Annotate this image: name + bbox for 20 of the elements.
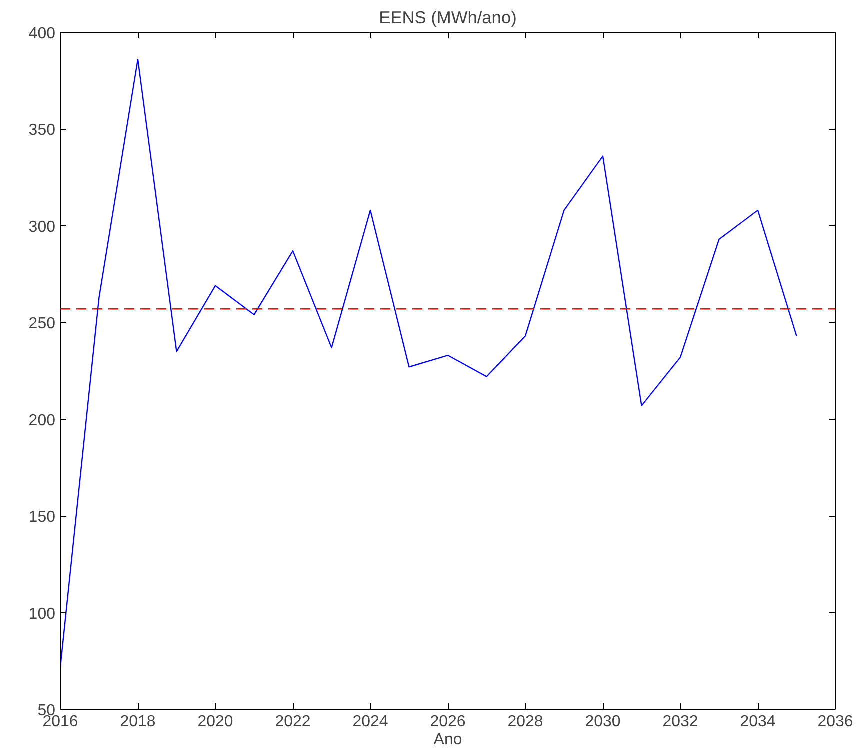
y-tick-label: 250 bbox=[28, 316, 56, 333]
x-tick-label: 2022 bbox=[275, 714, 311, 730]
line-series bbox=[60, 58, 798, 668]
y-tick-label: 150 bbox=[28, 509, 56, 526]
chart-title: EENS (MWh/ano) bbox=[379, 8, 517, 28]
y-tick-label: 300 bbox=[28, 218, 56, 236]
x-axis-title: Ano bbox=[434, 732, 462, 748]
x-tick-label: 2026 bbox=[430, 714, 466, 730]
y-tick-label: 400 bbox=[28, 26, 56, 42]
x-tick-label: 2030 bbox=[585, 714, 621, 730]
x-tick-label: 2024 bbox=[352, 714, 388, 730]
y-tick-label: 100 bbox=[28, 606, 56, 623]
x-tick-label: 2034 bbox=[740, 714, 776, 730]
x-tick-label: 2018 bbox=[120, 714, 156, 730]
x-tick-label: 2028 bbox=[508, 714, 544, 730]
y-tick-label: 350 bbox=[28, 122, 56, 140]
x-tick-label: 2020 bbox=[198, 714, 234, 730]
x-tick-label: 2032 bbox=[662, 714, 698, 730]
y-tick-label: 200 bbox=[28, 412, 56, 430]
x-tick-label: 2036 bbox=[818, 714, 854, 730]
